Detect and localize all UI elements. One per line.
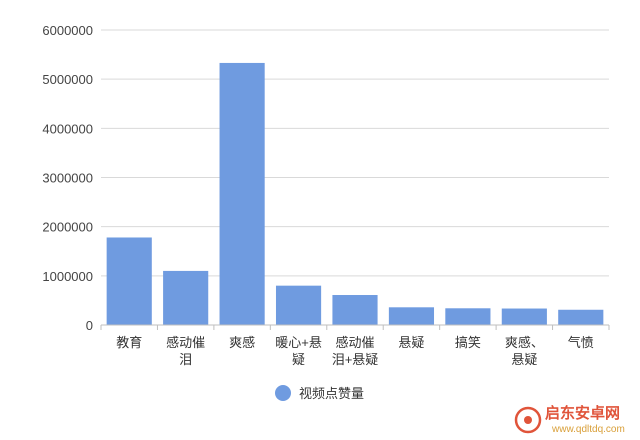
watermark-logo-dot — [524, 416, 532, 424]
x-category-label: 泪 — [179, 352, 192, 367]
y-tick-label: 6000000 — [42, 23, 93, 38]
y-tick-label: 2000000 — [42, 220, 93, 235]
y-tick-label: 1000000 — [42, 269, 93, 284]
bar[interactable] — [501, 308, 547, 325]
bar[interactable] — [163, 270, 209, 325]
watermark-logo-icon — [514, 406, 542, 434]
x-category-label: 泪+悬疑 — [332, 352, 379, 367]
x-category-label: 悬疑 — [511, 352, 537, 367]
x-category-label: 疑 — [292, 352, 305, 367]
x-category-label: 气愤 — [568, 335, 594, 350]
bar[interactable] — [445, 308, 491, 325]
watermark-url: www.qdltdq.com — [551, 424, 625, 435]
x-axis — [100, 324, 610, 330]
grid-lines — [101, 29, 609, 277]
x-category-label: 感动催 — [335, 335, 374, 350]
bar[interactable] — [219, 62, 265, 326]
bar[interactable] — [275, 285, 322, 325]
x-category-label: 搞笑 — [455, 335, 481, 350]
legend-swatch — [275, 385, 291, 401]
x-category-label: 悬疑 — [398, 335, 424, 350]
y-tick-label: 4000000 — [42, 121, 93, 136]
legend[interactable]: 视频点赞量 — [275, 385, 364, 401]
bar[interactable] — [106, 237, 152, 325]
watermark-brand: 启东安卓网 — [545, 404, 620, 422]
x-category-label: 教育 — [116, 335, 142, 350]
x-category-label: 爽感 — [229, 335, 255, 350]
y-tick-label: 0 — [86, 318, 93, 333]
watermark: 启东安卓网 www.qdltdq.com — [514, 404, 625, 435]
bar-series — [106, 62, 604, 326]
x-category-label: 感动催 — [166, 335, 205, 350]
bar[interactable] — [388, 307, 435, 325]
x-category-label: 爽感、 — [505, 335, 544, 350]
y-axis-ticks: 0 1000000 2000000 3000000 4000000 5000000 6000… — [42, 23, 93, 333]
bar[interactable] — [332, 295, 378, 325]
legend-label: 视频点赞量 — [299, 386, 364, 401]
x-category-label: 暖心+悬 — [275, 335, 322, 350]
bar[interactable] — [558, 309, 604, 325]
y-tick-label: 3000000 — [42, 171, 93, 186]
y-tick-label: 5000000 — [42, 72, 93, 87]
